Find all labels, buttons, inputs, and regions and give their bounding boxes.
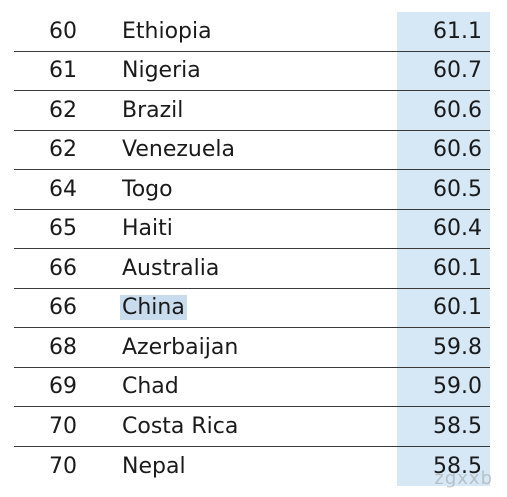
country-cell: Nigeria [122,52,201,91]
score-cell: 60.4 [397,209,490,248]
table-row: 61 Nigeria 60.7 [14,51,490,91]
rank-cell: 60 [49,18,77,44]
table-row: 65 Haiti 60.4 [14,209,490,249]
table-row: 66 China 60.1 [14,288,490,328]
table-row: 62 Venezuela 60.6 [14,130,490,170]
score-cell: 60.1 [397,288,490,327]
country-cell: Venezuela [122,131,235,170]
rank-cell: 62 [49,137,77,163]
country-cell: Haiti [122,210,173,249]
rank-cell: 62 [49,97,77,123]
score-cell: 60.6 [397,130,490,169]
table-row: 66 Australia 60.1 [14,249,490,289]
score-cell: 61.1 [397,12,490,51]
country-name: Brazil [122,97,184,123]
highlighted-country-name[interactable]: China [120,295,187,321]
score-cell: 58.5 [397,446,490,486]
table-row: 70 Nepal 58.5 [14,446,490,487]
country-name: Costa Rica [122,413,239,439]
rank-cell: 66 [49,255,77,281]
country-cell: Costa Rica [122,407,238,446]
country-name: Ethiopia [122,18,212,44]
score-cell: 60.6 [397,91,490,130]
table-row: 62 Brazil 60.6 [14,91,490,131]
table-row: 68 Azerbaijan 59.8 [14,328,490,368]
country-cell: Chad [122,368,179,407]
score-cell: 60.1 [397,249,490,288]
table-row: 69 Chad 59.0 [14,367,490,407]
score-cell: 60.7 [397,51,490,90]
country-name: Azerbaijan [122,334,239,360]
country-name: Chad [122,374,179,400]
table-row: 60 Ethiopia 61.1 [14,12,490,52]
country-cell: Brazil [122,91,183,130]
country-name: Venezuela [122,137,235,163]
watermark: zgxxb [434,468,493,489]
rank-cell: 66 [49,295,77,321]
country-cell: Ethiopia [122,12,212,51]
country-name: Australia [122,255,220,281]
country-name: Nepal [122,453,186,479]
rank-cell: 61 [49,58,77,84]
country-cell: China [120,289,187,328]
ranking-table: 60 Ethiopia 61.1 61 Nigeria 60.7 62 Braz… [14,12,490,486]
table-row: 64 Togo 60.5 [14,170,490,210]
country-cell: Azerbaijan [122,328,238,367]
country-cell: Nepal [122,447,186,487]
country-name: Nigeria [122,58,201,84]
rank-cell: 68 [49,334,77,360]
rank-cell: 69 [49,374,77,400]
country-name: Togo [122,176,173,202]
country-cell: Togo [122,170,173,209]
rank-cell: 64 [49,176,77,202]
table-row: 70 Costa Rica 58.5 [14,407,490,447]
score-cell: 60.5 [397,170,490,209]
score-cell: 59.0 [397,367,490,406]
rank-cell: 70 [49,453,77,479]
country-name: Haiti [122,216,173,242]
score-cell: 59.8 [397,328,490,367]
rank-cell: 70 [49,413,77,439]
rank-cell: 65 [49,216,77,242]
country-cell: Australia [122,249,219,288]
score-cell: 58.5 [397,407,490,446]
